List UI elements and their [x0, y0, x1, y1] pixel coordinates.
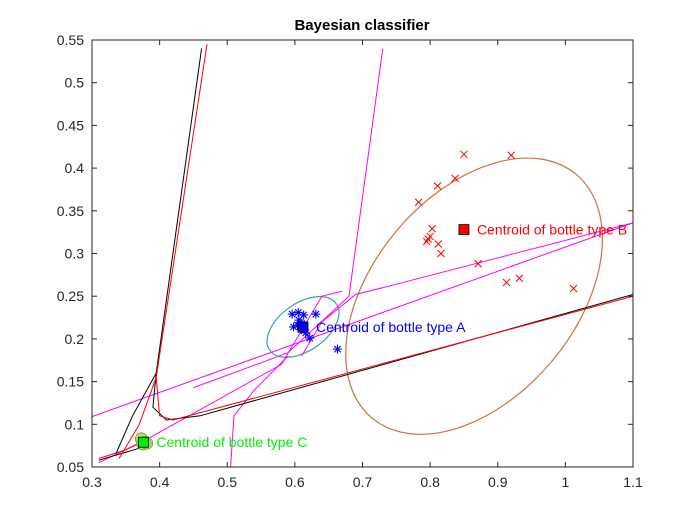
decision-boundary-magenta [301, 222, 633, 357]
centroid-marker [137, 436, 149, 448]
data-point [451, 174, 459, 183]
data-point [502, 278, 511, 287]
data-point [434, 240, 443, 248]
axes: 0.3 0.4 0.5 0.6 0.7 0.8 0.9 1 1.1 0.05 0.1 0.15 0.2 0… [57, 32, 643, 490]
y-tick-label: 0.2 [65, 331, 85, 347]
y-tick-label: 0.55 [57, 32, 84, 48]
decision-boundary-black [152, 294, 633, 421]
data-point [287, 309, 297, 319]
x-tick-label: 0.8 [420, 474, 440, 490]
x-tick-label: 1.1 [623, 474, 643, 490]
y-tick-label: 0.25 [57, 288, 84, 304]
centroid-labels: Centroid of bottle type A Centroid of bot… [156, 222, 627, 451]
decision-boundary-black [115, 372, 157, 455]
x-tick-label: 0.6 [285, 474, 305, 490]
data-point [474, 259, 482, 268]
y-tick-label: 0.15 [57, 374, 84, 390]
centroid-label: Centroid of bottle type C [156, 434, 307, 450]
data-point [305, 333, 315, 343]
data-point [422, 237, 431, 246]
y-tick-label: 0.45 [57, 117, 84, 133]
y-tick-label: 0.1 [65, 416, 85, 432]
decision-boundary-magenta [230, 355, 289, 467]
decision-boundary-red [155, 44, 208, 378]
covariance-ellipse [345, 157, 604, 435]
x-tick-label: 0.5 [218, 474, 238, 490]
data-point [428, 224, 437, 233]
decision-boundary-red [118, 377, 157, 459]
centroid-marker [458, 224, 470, 235]
data-point [460, 150, 468, 159]
data-point [507, 151, 516, 160]
plot-area [92, 44, 633, 467]
data-point [299, 310, 309, 320]
data-point [332, 344, 342, 354]
centroid-label: Centroid of bottle type B [477, 222, 627, 238]
x-tick-label: 0.4 [150, 474, 170, 490]
decision-boundary-black [155, 48, 203, 374]
chart-title: Bayesian classifier [294, 17, 429, 34]
x-tick-label: 0.7 [353, 474, 373, 490]
data-point [569, 284, 578, 293]
data-point [426, 232, 434, 241]
data-point [414, 198, 423, 207]
x-tick-label: 1 [561, 474, 569, 490]
y-tick-label: 0.35 [57, 203, 84, 219]
y-tick-label: 0.5 [65, 75, 85, 91]
data-point [515, 274, 524, 283]
x-tick-label: 0.9 [488, 474, 508, 490]
decision-boundary-magenta [92, 222, 633, 418]
data-point [433, 182, 442, 190]
x-tick-label: 0.3 [82, 474, 102, 490]
covariance-ellipse [266, 296, 340, 358]
data-point [311, 309, 321, 319]
y-tick-label: 0.4 [65, 160, 85, 176]
data-point [437, 249, 445, 258]
centroid-label: Centroid of bottle type A [316, 319, 466, 335]
decision-boundary-magenta [321, 290, 343, 297]
y-tick-label: 0.05 [57, 459, 84, 475]
y-tick-label: 0.3 [65, 246, 85, 262]
decision-boundary-red [155, 295, 633, 421]
centroid-marker [297, 321, 309, 333]
